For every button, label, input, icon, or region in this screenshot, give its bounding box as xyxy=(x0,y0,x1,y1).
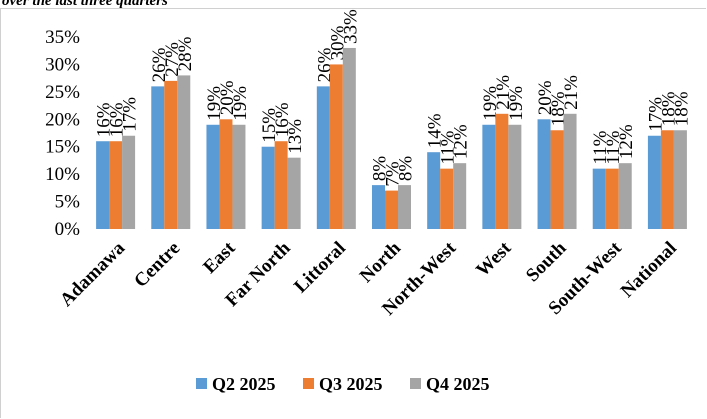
data-label: 28% xyxy=(175,36,196,71)
data-label: 19% xyxy=(230,86,251,121)
y-tick-label: 15% xyxy=(45,137,80,158)
category-label: North xyxy=(356,237,405,286)
data-label: 21% xyxy=(493,75,514,110)
data-label: 18% xyxy=(658,91,679,126)
bar xyxy=(563,113,577,229)
data-label: 7% xyxy=(383,161,404,187)
bar xyxy=(660,130,674,229)
bar xyxy=(453,163,467,229)
y-tick-label: 30% xyxy=(45,54,80,75)
y-tick-label: 20% xyxy=(45,109,80,130)
bar xyxy=(287,157,301,229)
bar xyxy=(122,135,136,229)
legend-label: Q3 2025 xyxy=(319,374,383,394)
data-label: 16% xyxy=(272,102,293,137)
data-label: 19% xyxy=(506,86,527,121)
y-tick-label: 35% xyxy=(45,27,80,48)
data-label: 17% xyxy=(645,97,666,132)
bar xyxy=(177,75,191,230)
data-label: 11% xyxy=(438,130,459,164)
data-label: 16% xyxy=(107,102,128,137)
data-label: 21% xyxy=(561,75,582,110)
bar xyxy=(618,163,632,229)
data-label: 20% xyxy=(535,80,556,115)
category-label: Littoral xyxy=(290,238,350,298)
data-label: 12% xyxy=(451,124,472,159)
bar xyxy=(537,119,551,229)
chart-title: over the last three quarters xyxy=(2,0,168,9)
bar xyxy=(550,130,564,229)
bar xyxy=(398,185,411,229)
bar xyxy=(495,113,509,229)
bar xyxy=(482,124,496,229)
y-tick-label: 5% xyxy=(55,192,81,213)
bar xyxy=(151,86,165,229)
bar xyxy=(206,124,220,229)
category-label: Adamawa xyxy=(56,237,129,310)
y-tick-label: 10% xyxy=(45,164,80,185)
legend-label: Q4 2025 xyxy=(426,374,490,394)
y-tick-label: 0% xyxy=(55,219,81,240)
bar xyxy=(219,119,233,229)
bar xyxy=(508,124,522,229)
bar xyxy=(372,185,385,229)
data-label: 13% xyxy=(285,119,306,154)
bar xyxy=(605,168,619,229)
bar xyxy=(164,80,178,229)
chart-area xyxy=(0,8,706,418)
data-label: 11% xyxy=(590,130,611,164)
data-label: 15% xyxy=(259,108,280,143)
data-label: 26% xyxy=(149,47,170,82)
data-label: 14% xyxy=(425,113,446,148)
bar xyxy=(440,168,454,229)
y-tick-label: 25% xyxy=(45,82,80,103)
data-label: 33% xyxy=(340,9,361,44)
bar xyxy=(647,135,661,229)
bar xyxy=(96,141,110,229)
data-label: 11% xyxy=(603,130,624,164)
data-label: 18% xyxy=(671,91,692,126)
bar xyxy=(109,141,123,229)
bar xyxy=(385,190,398,229)
bar xyxy=(316,86,330,229)
legend-swatch xyxy=(410,378,421,389)
data-label: 20% xyxy=(217,80,238,115)
legend-swatch xyxy=(196,378,207,389)
bar xyxy=(261,146,275,229)
data-label: 17% xyxy=(120,97,141,132)
data-label: 12% xyxy=(616,124,637,159)
data-label: 27% xyxy=(162,42,183,77)
bar xyxy=(673,130,687,229)
category-label: East xyxy=(199,237,240,278)
category-label: National xyxy=(617,238,681,302)
bar xyxy=(592,168,606,229)
category-label: West xyxy=(472,237,516,281)
data-label: 8% xyxy=(370,156,391,182)
legend-swatch xyxy=(303,378,314,389)
bar xyxy=(329,64,343,229)
data-label: 19% xyxy=(480,86,501,121)
bar xyxy=(274,141,288,229)
legend-label: Q2 2025 xyxy=(212,374,276,394)
bar xyxy=(232,124,246,229)
category-label: South xyxy=(522,237,571,286)
data-label: 19% xyxy=(204,86,225,121)
data-label: 16% xyxy=(94,102,115,137)
bar xyxy=(342,47,356,229)
bar xyxy=(427,152,441,229)
data-label: 8% xyxy=(396,156,417,182)
category-label: Centre xyxy=(130,238,184,292)
